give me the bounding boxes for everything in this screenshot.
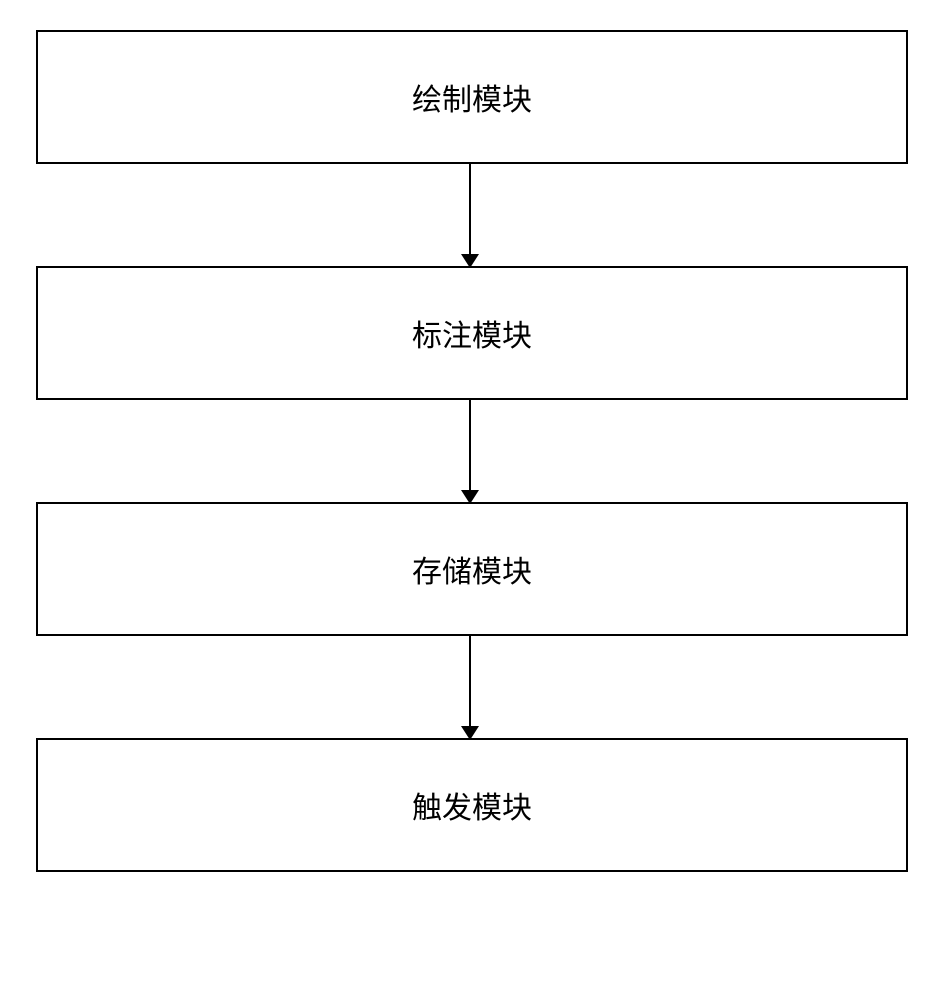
arrow-connector — [469, 162, 471, 256]
flowchart-node-storage-module: 存储模块 — [36, 502, 908, 636]
node-label: 标注模块 — [412, 311, 532, 355]
flowchart-container: 绘制模块 标注模块 存储模块 触发模块 — [0, 0, 940, 1000]
flowchart-node-drawing-module: 绘制模块 — [36, 30, 908, 164]
node-label: 绘制模块 — [412, 75, 532, 119]
arrow-connector — [469, 398, 471, 492]
flowchart-node-trigger-module: 触发模块 — [36, 738, 908, 872]
node-label: 存储模块 — [412, 547, 532, 591]
arrow-connector — [469, 634, 471, 728]
flowchart-node-annotation-module: 标注模块 — [36, 266, 908, 400]
node-label: 触发模块 — [412, 783, 532, 827]
